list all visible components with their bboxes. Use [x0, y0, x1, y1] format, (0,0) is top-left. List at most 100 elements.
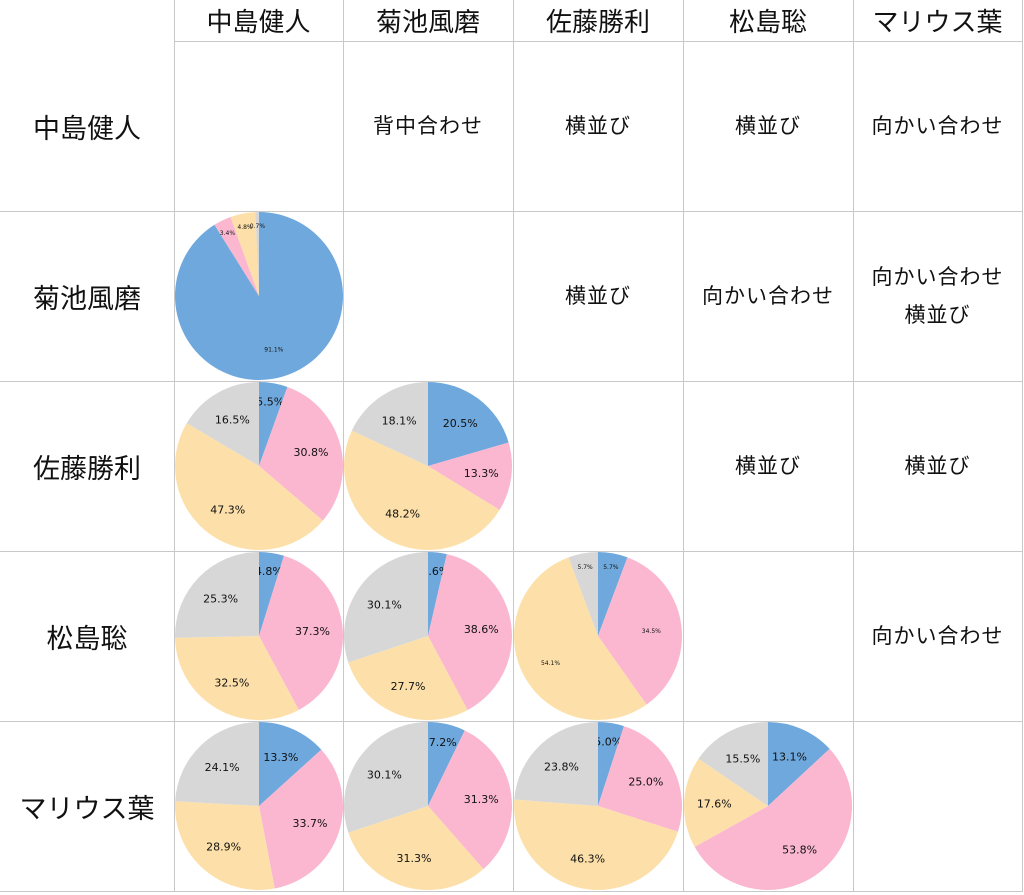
pie-slice-label: 5.7%: [578, 564, 594, 571]
pie-slice-yellow: [514, 799, 678, 890]
pie-slice-gray: [186, 382, 259, 466]
position-cell: 向かい合わせ 横並び: [853, 211, 1022, 381]
row-header: 松島聡: [46, 623, 128, 655]
grid-line-vertical: [343, 0, 344, 891]
pie-slice-label: 15.5%: [725, 752, 760, 765]
column-header: 中島健人: [206, 8, 311, 38]
pie-slice-blue: [598, 722, 624, 806]
pie-slice-label: 13.3%: [464, 467, 499, 480]
pie-slice-blue: [598, 552, 628, 636]
position-label: 横並び: [565, 114, 631, 138]
pie-slice-gray: [344, 722, 428, 833]
position-label: 背中合わせ: [373, 114, 483, 138]
pie-slice-yellow: [348, 636, 468, 720]
pie-slice-gray: [174, 722, 259, 806]
pie-slice-yellow: [344, 430, 500, 550]
grid-line-vertical: [1022, 0, 1023, 891]
column-header: 菊池風磨: [375, 8, 480, 38]
position-cell: 向かい合わせ: [683, 211, 853, 381]
pie-slice-label: 30.1%: [367, 769, 402, 782]
pie-slice-gray: [344, 552, 428, 663]
position-label: 横並び: [735, 454, 801, 478]
pie-slice-label: 32.5%: [214, 676, 249, 689]
pie-slice-label: 37.3%: [295, 625, 330, 638]
pie-slice-yellow: [174, 801, 275, 890]
pie-slice-label: 5.0%: [594, 735, 622, 748]
pie-slice-label: 5.7%: [603, 564, 619, 571]
pie-slice-label: 16.5%: [214, 413, 249, 426]
pie-slice-pink: [258, 386, 343, 521]
pie-slice-gray: [568, 552, 598, 636]
grid-line-vertical: [853, 0, 854, 891]
pie-slice-yellow: [348, 806, 484, 890]
column-header: 松島聡: [728, 8, 807, 38]
pie-slice-label: 46.3%: [570, 853, 605, 866]
pie-slice-label: 31.3%: [464, 793, 499, 806]
pie-slice-label: 91.1%: [264, 347, 283, 354]
pie-slice-label: 24.1%: [204, 761, 239, 774]
pie-slice-label: 30.8%: [293, 446, 328, 459]
position-label: 横並び: [565, 284, 631, 308]
row-header: 中島健人: [33, 113, 141, 145]
pie-slice-label: 18.1%: [382, 415, 417, 428]
grid-line-vertical: [513, 0, 514, 891]
pie-slice-blue: [258, 722, 321, 806]
pie-chart: 4.8% 37.3% 32.5% 25.3%: [174, 552, 343, 720]
pie-slice-blue: [428, 722, 465, 806]
pie-slice-gray: [351, 382, 428, 466]
pie-slice-yellow: [230, 212, 259, 296]
pie-slice-label: 13.1%: [772, 751, 807, 764]
pie-slice-pink: [428, 554, 512, 711]
pie-slice-label: 7.2%: [429, 736, 457, 749]
pie-slice-label: 33.7%: [292, 817, 327, 830]
pie-slice-label: 0.7%: [249, 223, 265, 230]
pie-chart: 3.6%38.6%27.7%30.1%: [344, 552, 512, 720]
column-header: マリウス葉: [872, 8, 1003, 38]
position-label: 横並び: [904, 454, 971, 478]
position-label: 向かい合わせ: [871, 265, 1004, 289]
pie-chart: 91.1% 3.4%4.8%0.7%: [174, 212, 343, 380]
position-label: 向かい合わせ: [702, 284, 834, 308]
pie-slice-label: 47.3%: [210, 504, 245, 517]
grid-line-horizontal: [0, 891, 1023, 892]
pie-slice-blue: [428, 552, 447, 636]
position-cell: 横並び: [683, 41, 853, 211]
position-cell: 背中合わせ: [343, 41, 513, 211]
pie-slice-label: 28.9%: [206, 840, 241, 853]
position-cell: 向かい合わせ: [853, 41, 1022, 211]
grid-line-horizontal: [0, 551, 1023, 552]
position-cell: 向かい合わせ: [853, 551, 1022, 721]
pie-slice-label: 23.8%: [544, 761, 579, 774]
pie-slice-pink: [694, 748, 852, 890]
pie-slice-label: 13.3%: [263, 751, 298, 764]
pie-chart: 20.5% 13.3% 48.2% 18.1%: [344, 382, 512, 550]
pie-slice-label: 4.8%: [254, 565, 282, 578]
grid-line-horizontal: [0, 211, 1023, 212]
pie-slice-gray: [514, 722, 598, 806]
pie-slice-blue: [258, 382, 287, 466]
position-cell: 横並び: [513, 211, 683, 381]
pie-slice-label: 4.8%: [237, 224, 253, 231]
pie-slice-label: 48.2%: [385, 507, 420, 520]
pie-slice-label: 17.6%: [697, 798, 732, 811]
pie-slice-label: 30.1%: [367, 599, 402, 612]
position-label: 向かい合わせ: [871, 114, 1004, 138]
pie-slice-label: 38.6%: [464, 623, 499, 636]
pie-chart: 13.1% 53.8% 17.6% 15.5%: [684, 722, 852, 890]
position-cell: 横並び: [853, 381, 1022, 551]
pie-slice-label: 27.7%: [391, 680, 426, 693]
grid-line-horizontal: [0, 381, 1023, 382]
pie-slice-pink: [258, 555, 343, 710]
pie-slice-label: 34.5%: [642, 628, 661, 635]
pie-slice-pink: [598, 557, 682, 705]
grid-line-vertical: [174, 0, 175, 891]
pie-slice-blue: [258, 552, 284, 636]
pie-slice-label: 5.5%: [256, 395, 284, 408]
pie-chart: 5.7% 34.5% 54.1% 5.7%: [514, 552, 682, 720]
row-header: マリウス葉: [19, 793, 155, 825]
pie-slice-yellow: [684, 758, 768, 847]
pie-chart: 5.0% 25.0% 46.3% 23.8%: [514, 722, 682, 890]
pie-slice-label: 20.5%: [443, 417, 478, 430]
pie-slice-gray: [254, 212, 259, 296]
